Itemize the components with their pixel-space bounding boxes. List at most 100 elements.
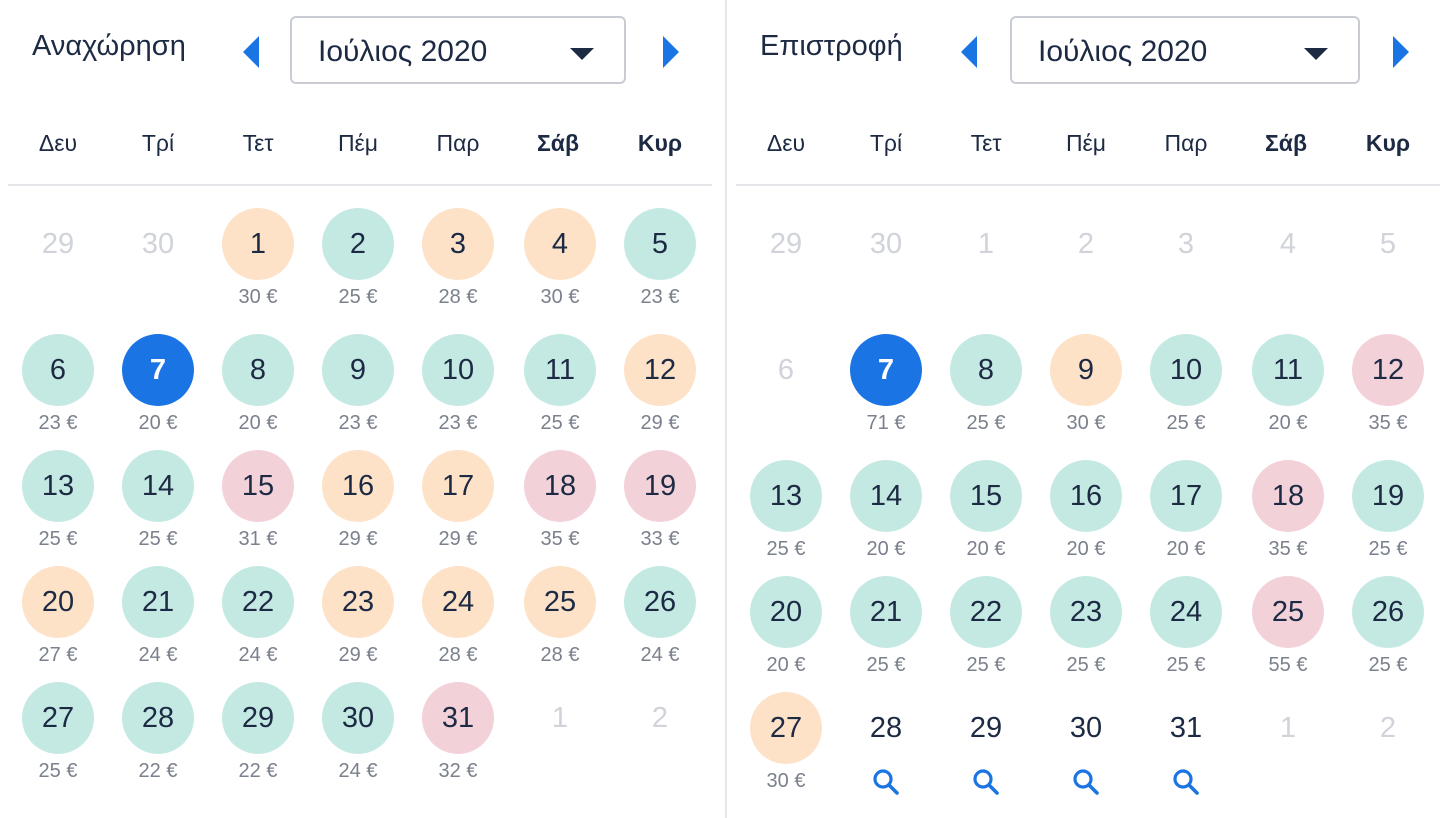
day-number: 2 (1077, 227, 1095, 260)
day-cell[interactable]: 7 71 € (836, 334, 936, 450)
day-cell[interactable]: 10 23 € (408, 334, 508, 450)
day-cell[interactable]: 21 25 € (836, 576, 936, 692)
day-number: 27 (22, 682, 94, 754)
day-cell[interactable]: 15 20 € (936, 460, 1036, 576)
day-cell[interactable]: 25 55 € (1238, 576, 1338, 692)
search-icon[interactable] (872, 768, 900, 796)
day-cell[interactable]: 14 20 € (836, 460, 936, 576)
day-price: 20 € (1166, 538, 1206, 560)
day-cell[interactable]: 4 30 € (510, 208, 610, 324)
day-cell[interactable]: 13 25 € (8, 450, 108, 566)
day-cell[interactable]: 6 23 € (8, 334, 108, 450)
next-month-button-departure[interactable] (662, 34, 686, 70)
day-cell[interactable]: 11 20 € (1238, 334, 1338, 450)
day-cell[interactable]: 2 25 € (308, 208, 408, 324)
day-cell[interactable]: 24 28 € (408, 566, 508, 682)
day-price: 33 € (640, 528, 680, 550)
day-cell[interactable]: 12 29 € (610, 334, 710, 450)
day-price: 23 € (640, 286, 680, 308)
panel-divider (725, 0, 727, 818)
day-cell[interactable]: 18 35 € (1238, 460, 1338, 576)
day-cell[interactable]: 13 25 € (736, 460, 836, 576)
day-cell: 5 (1338, 208, 1438, 324)
day-price: 25 € (138, 528, 178, 550)
day-number: 5 (624, 208, 696, 280)
search-icon[interactable] (1072, 768, 1100, 796)
day-number: 25 (1252, 576, 1324, 648)
day-cell[interactable]: 11 25 € (510, 334, 610, 450)
day-number: 13 (750, 460, 822, 532)
day-cell[interactable]: 16 20 € (1036, 460, 1136, 576)
day-price: 24 € (238, 644, 278, 666)
day-cell[interactable]: 19 33 € (610, 450, 710, 566)
day-cell[interactable]: 16 29 € (308, 450, 408, 566)
day-price: 29 € (640, 412, 680, 434)
prev-month-button-departure[interactable] (240, 34, 264, 70)
day-cell[interactable]: 15 31 € (208, 450, 308, 566)
weekday-label: Σάβ (537, 130, 579, 156)
day-number: 31 (1169, 711, 1203, 744)
day-cell: 3 (1136, 208, 1236, 324)
day-cell[interactable]: 27 30 € (736, 692, 836, 808)
day-cell[interactable]: 18 35 € (510, 450, 610, 566)
day-cell[interactable]: 22 24 € (208, 566, 308, 682)
day-cell[interactable]: 26 25 € (1338, 576, 1438, 692)
day-cell[interactable]: 19 25 € (1338, 460, 1438, 576)
day-cell[interactable]: 14 25 € (108, 450, 208, 566)
day-price: 20 € (1066, 538, 1106, 560)
day-cell[interactable]: 9 23 € (308, 334, 408, 450)
day-cell[interactable]: 29 (936, 692, 1036, 808)
day-price: 71 € (866, 412, 906, 434)
day-number: 30 (1069, 711, 1103, 744)
day-cell[interactable]: 30 (1036, 692, 1136, 808)
return-title: Επιστροφή (760, 30, 903, 62)
day-cell[interactable]: 22 25 € (936, 576, 1036, 692)
search-icon[interactable] (972, 768, 1000, 796)
day-number: 31 (422, 682, 494, 754)
day-cell: 1 (510, 682, 610, 798)
search-icon[interactable] (1172, 768, 1200, 796)
day-number: 15 (950, 460, 1022, 532)
day-cell[interactable]: 17 29 € (408, 450, 508, 566)
day-number: 8 (222, 334, 294, 406)
day-cell[interactable]: 29 22 € (208, 682, 308, 798)
day-cell[interactable]: 28 (836, 692, 936, 808)
weekday-label: Δευ (766, 130, 806, 156)
day-cell[interactable]: 1 30 € (208, 208, 308, 324)
day-number: 28 (122, 682, 194, 754)
day-number: 21 (122, 566, 194, 638)
day-cell[interactable]: 30 24 € (308, 682, 408, 798)
day-cell[interactable]: 23 29 € (308, 566, 408, 682)
day-cell[interactable]: 21 24 € (108, 566, 208, 682)
day-cell[interactable]: 3 28 € (408, 208, 508, 324)
departure-title: Αναχώρηση (32, 30, 186, 62)
day-cell[interactable]: 27 25 € (8, 682, 108, 798)
day-cell[interactable]: 24 25 € (1136, 576, 1236, 692)
day-cell[interactable]: 20 20 € (736, 576, 836, 692)
prev-month-button-return[interactable] (958, 34, 982, 70)
day-cell[interactable]: 5 23 € (610, 208, 710, 324)
day-cell[interactable]: 7 20 € (108, 334, 208, 450)
day-cell[interactable]: 31 32 € (408, 682, 508, 798)
weekday-label: Παρ (1164, 130, 1208, 156)
day-cell: 6 (736, 334, 836, 450)
day-cell[interactable]: 17 20 € (1136, 460, 1236, 576)
day-cell[interactable]: 26 24 € (610, 566, 710, 682)
day-cell[interactable]: 31 (1136, 692, 1236, 808)
day-cell[interactable]: 9 30 € (1036, 334, 1136, 450)
day-cell[interactable]: 25 28 € (510, 566, 610, 682)
day-cell[interactable]: 23 25 € (1036, 576, 1136, 692)
day-cell[interactable]: 12 35 € (1338, 334, 1438, 450)
day-cell[interactable]: 28 22 € (108, 682, 208, 798)
next-month-button-return[interactable] (1392, 34, 1416, 70)
day-cell[interactable]: 8 20 € (208, 334, 308, 450)
day-cell[interactable]: 20 27 € (8, 566, 108, 682)
day-cell[interactable]: 8 25 € (936, 334, 1036, 450)
day-number: 23 (322, 566, 394, 638)
day-price: 30 € (766, 770, 806, 792)
month-select-departure[interactable]: Ιούλιος 2020 (290, 16, 626, 84)
day-number: 3 (422, 208, 494, 280)
month-select-return[interactable]: Ιούλιος 2020 (1010, 16, 1360, 84)
day-price: 24 € (338, 760, 378, 782)
day-cell[interactable]: 10 25 € (1136, 334, 1236, 450)
